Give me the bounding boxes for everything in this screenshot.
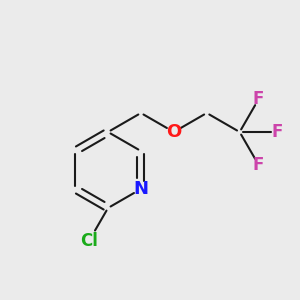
Text: F: F — [253, 90, 264, 108]
Text: F: F — [253, 156, 264, 174]
Text: N: N — [134, 180, 148, 198]
Text: F: F — [272, 123, 283, 141]
Text: Cl: Cl — [80, 232, 98, 250]
Text: O: O — [166, 123, 182, 141]
